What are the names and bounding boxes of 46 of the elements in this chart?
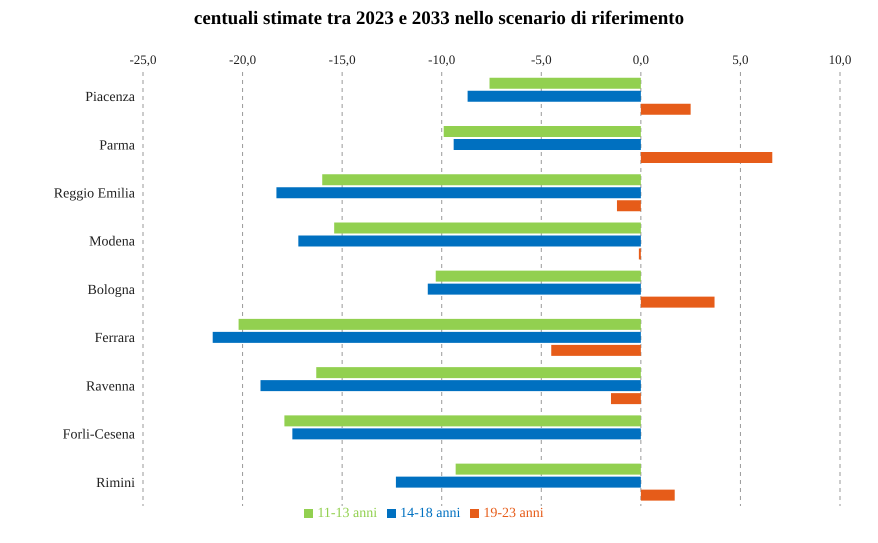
bar <box>428 284 641 295</box>
bar <box>610 393 641 404</box>
bar <box>616 200 641 212</box>
bar <box>260 380 641 392</box>
x-tick-label: 10,0 <box>828 52 852 67</box>
bar <box>468 90 641 102</box>
x-tick-label: 5,0 <box>732 52 749 67</box>
bar <box>212 332 641 343</box>
legend-label: 14-18 anni <box>400 506 460 521</box>
y-tick-label: Forli-Cesena <box>62 428 136 443</box>
bar <box>276 187 641 198</box>
y-tick-label: Modena <box>89 234 136 250</box>
bar <box>436 270 641 282</box>
bar <box>396 476 641 488</box>
chart-title: centuali stimate tra 2023 e 2033 nello scenario di riferimento <box>192 8 686 31</box>
x-tick-label: -20,0 <box>229 52 256 67</box>
bar <box>640 490 675 501</box>
y-tick-label: Bologna <box>88 282 136 298</box>
bar <box>490 78 641 89</box>
x-tick-label: -5,0 <box>530 52 552 67</box>
y-tick-label: Reggio Emilia <box>54 186 136 202</box>
bar <box>640 296 715 308</box>
y-tick-label: Ferrara <box>94 331 136 346</box>
bar <box>284 415 641 426</box>
bar <box>238 318 641 330</box>
bar <box>640 152 772 164</box>
y-tick-label: Rimini <box>96 476 136 491</box>
bar <box>322 174 641 186</box>
bar <box>444 126 641 138</box>
x-tick-label: -25,0 <box>129 52 157 67</box>
y-tick-label: Parma <box>99 138 136 154</box>
legend-label: 19-23 anni <box>483 506 544 521</box>
bar <box>316 367 641 378</box>
bar <box>334 222 641 234</box>
bar <box>292 428 641 440</box>
bar <box>298 235 641 246</box>
x-tick-label: 0,0 <box>632 52 649 67</box>
bar <box>640 104 691 115</box>
bar <box>551 344 641 356</box>
y-tick-label: Piacenza <box>85 90 136 106</box>
y-tick-label: Ravenna <box>86 379 136 394</box>
bar <box>454 139 641 150</box>
x-tick-label: -10,0 <box>428 52 456 67</box>
legend-label: 11-13 anni <box>317 506 378 521</box>
x-tick-label: -15,0 <box>328 52 356 67</box>
bar <box>456 464 641 475</box>
